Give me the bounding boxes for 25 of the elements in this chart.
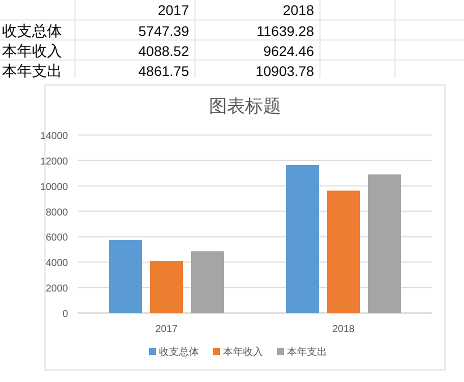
y-tick-label: 4000 <box>46 258 68 270</box>
text: 本年收入 <box>2 43 62 60</box>
y-tick-label: 8000 <box>46 207 68 218</box>
data-label: 10903.78 <box>256 63 314 79</box>
data-label: 4861.75 <box>138 63 189 79</box>
data-label: 4088.52 <box>138 43 189 59</box>
data-label: 5747.39 <box>138 23 189 39</box>
data-label: 11639.28 <box>256 23 314 39</box>
text: 收支总体 <box>2 23 62 40</box>
text: 本年支出 <box>2 63 62 80</box>
y-tick-label: 6000 <box>46 232 68 244</box>
table-header: 2018 <box>282 2 314 18</box>
x-tick-label: 2017 <box>155 324 178 335</box>
table-header: 2017 <box>158 2 189 18</box>
chart-title: 图表标题 <box>209 96 281 116</box>
legend-label: 本年支出 <box>287 346 327 358</box>
y-tick-label: 10000 <box>40 182 68 193</box>
x-tick-label: 2018 <box>332 324 356 335</box>
y-tick-label: 12000 <box>40 156 68 168</box>
data-label: 9624.46 <box>263 43 314 59</box>
y-tick-label: 2000 <box>46 284 68 295</box>
y-tick-label: 14000 <box>40 131 68 142</box>
legend-label: 本年收入 <box>223 346 263 358</box>
legend-label: 收支总体 <box>159 346 199 358</box>
y-tick-label: 0 <box>62 309 68 320</box>
